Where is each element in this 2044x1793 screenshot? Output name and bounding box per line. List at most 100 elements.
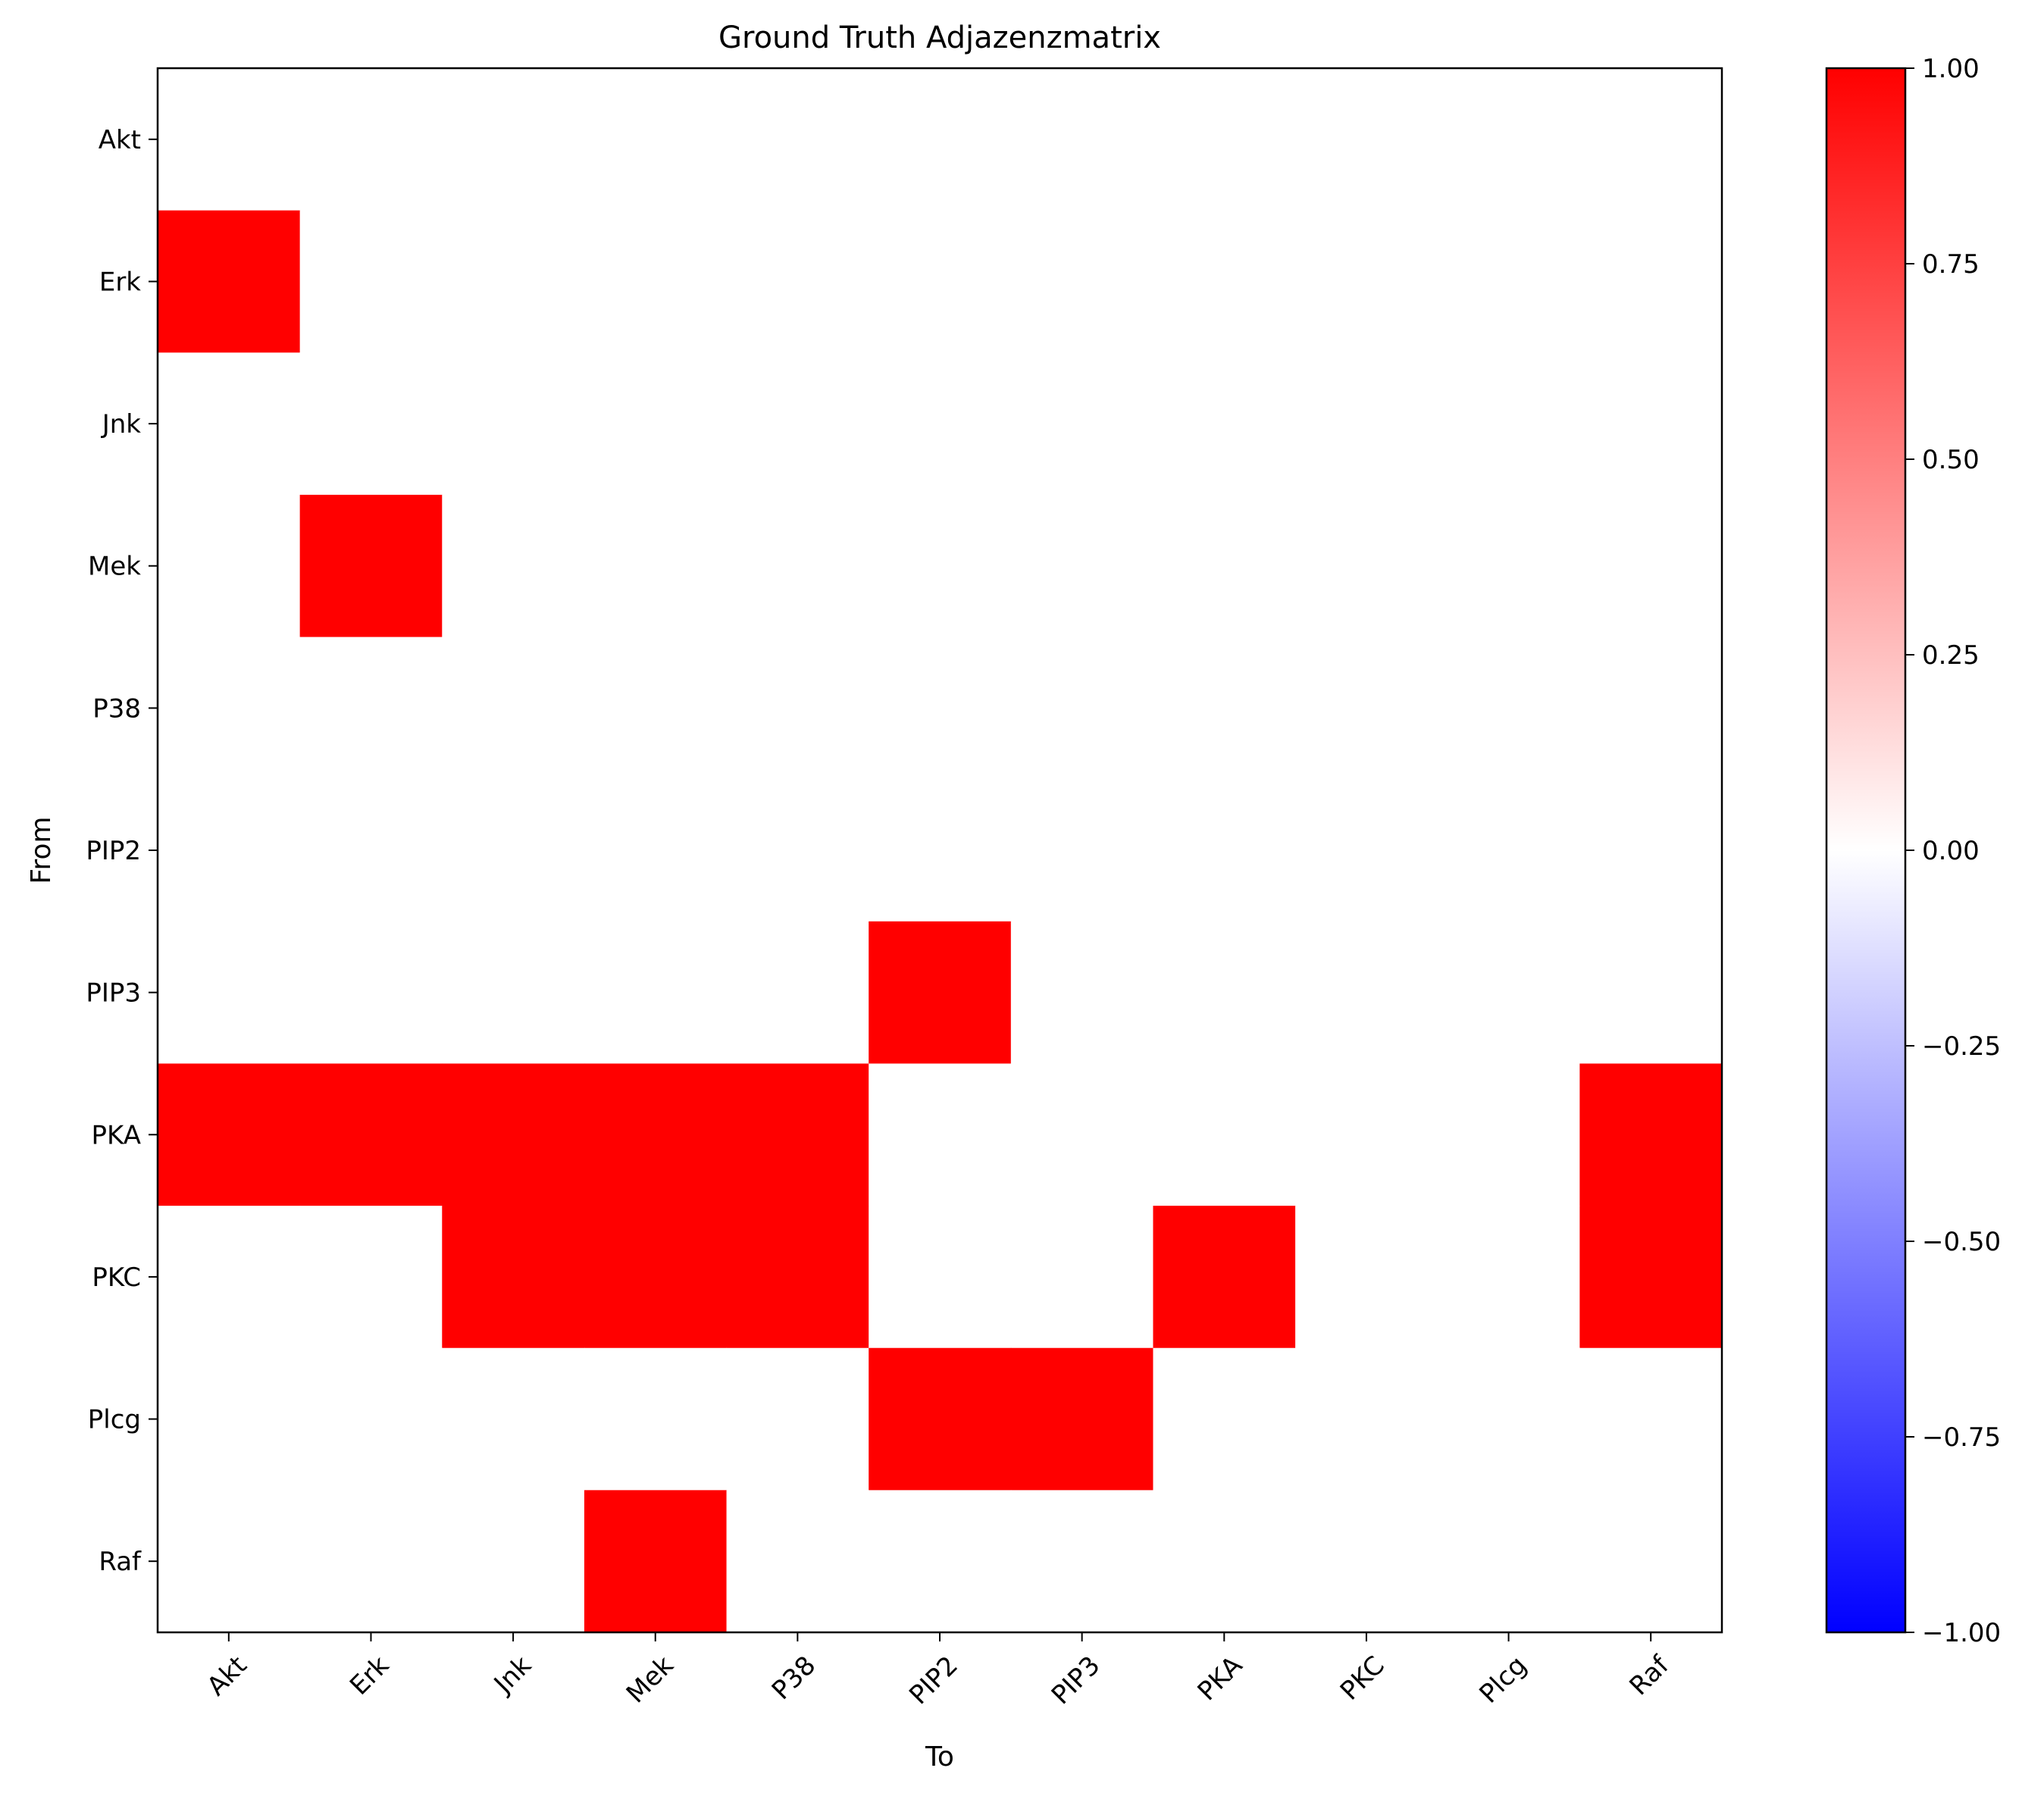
heatmap-cell-pkc-akt [158,1206,301,1349]
colorbar-tick-label: 0.25 [1922,640,1980,671]
y-tick-label: Plcg [88,1405,141,1435]
heatmap-cell-pkc-pkc [1295,1206,1438,1349]
heatmap-cell-pip2-pkc [1295,779,1438,922]
heatmap-cell-raf-pka [1153,1490,1296,1633]
heatmap-cell-p38-erk [299,637,443,780]
heatmap-cell-plcg-pka [1153,1347,1296,1491]
y-axis: Akt Erk Jnk Mek P38 PIP2 PIP3 PKA PKC Plcg Raf [86,125,158,1577]
heatmap-cell-plcg-pip2 [869,1347,1012,1491]
heatmap-cell-raf-mek [584,1490,728,1633]
heatmap-cell-akt-plcg [1437,68,1580,211]
heatmap-cell-pip3-plcg [1437,921,1580,1065]
heatmap-cell-jnk-pip2 [869,352,1012,496]
heatmap-cell-jnk-plcg [1437,352,1580,496]
heatmap-cell-plcg-mek [584,1347,728,1491]
heatmap-cell-p38-raf [1579,637,1723,780]
y-axis-label: From [26,816,57,884]
x-tick-label: PKA [1192,1651,1249,1707]
heatmap-cell-pkc-pip3 [1010,1206,1154,1349]
x-tick-label: Mek [621,1650,680,1709]
heatmap-cell-pip3-pka [1153,921,1296,1065]
x-axis-label: To [925,1741,954,1773]
heatmap-cell-p38-akt [158,637,301,780]
heatmap-cell-jnk-p38 [726,352,869,496]
heatmap-cell-pip2-erk [299,779,443,922]
heatmap-cell-akt-pip2 [869,68,1012,211]
heatmap-cell-pip2-pip3 [1010,779,1154,922]
y-tick-label: PIP2 [86,836,141,866]
heatmap-cell-jnk-jnk [442,352,585,496]
heatmap-cell-pip2-akt [158,779,301,922]
heatmap-cell-jnk-pka [1153,352,1296,496]
heatmap-cell-erk-mek [584,210,728,353]
heatmap-cell-raf-pkc [1295,1490,1438,1633]
heatmap-cell-akt-jnk [442,68,585,211]
heatmap-cell-akt-pkc [1295,68,1438,211]
heatmap-cell-pip3-raf [1579,921,1723,1065]
colorbar-tick-label: −1.00 [1922,1618,2001,1648]
heatmap-cell-p38-jnk [442,637,585,780]
heatmap-cell-plcg-jnk [442,1347,585,1491]
heatmap-cell-pka-mek [584,1063,728,1206]
heatmap-cell-erk-pip3 [1010,210,1154,353]
heatmap-cell-raf-erk [299,1490,443,1633]
heatmap-cell-pka-p38 [726,1063,869,1206]
y-tick-label: Jnk [101,409,142,440]
heatmap-cell-pkc-pip2 [869,1206,1012,1349]
heatmap-cell-pka-plcg [1437,1063,1580,1206]
heatmap-cell-p38-plcg [1437,637,1580,780]
heatmap-cell-p38-pkc [1295,637,1438,780]
heatmap-cell-pka-pip3 [1010,1063,1154,1206]
heatmap-cell-pip3-akt [158,921,301,1065]
heatmap-cell-pip3-pip2 [869,921,1012,1065]
heatmap-cell-erk-jnk [442,210,585,353]
x-tick-label: Erk [344,1650,396,1701]
heatmap-cell-pkc-erk [299,1206,443,1349]
heatmap-cell-raf-plcg [1437,1490,1580,1633]
heatmap-cell-pkc-mek [584,1206,728,1349]
heatmap-cell-jnk-pkc [1295,352,1438,496]
heatmap-cell-pkc-plcg [1437,1206,1580,1349]
colorbar-tick-label: −0.75 [1922,1422,2001,1453]
y-tick-label: Mek [88,552,141,582]
heatmap-cell-pka-erk [299,1063,443,1206]
heatmap-cell-erk-pka [1153,210,1296,353]
heatmap-cell-pip2-pka [1153,779,1296,922]
colorbar [1825,67,1907,1634]
x-tick-label: Plcg [1473,1651,1532,1710]
heatmap-cell-plcg-pip3 [1010,1347,1154,1491]
heatmap-cell-pip3-mek [584,921,728,1065]
heatmap-cell-pip3-p38 [726,921,869,1065]
heatmap-cell-pip2-jnk [442,779,585,922]
heatmap-cell-pka-pip2 [869,1063,1012,1206]
heatmap-cell-mek-plcg [1437,494,1580,638]
heatmap-cell-plcg-akt [158,1347,301,1491]
colorbar-tick-label: 1.00 [1922,54,1980,84]
heatmap-cell-raf-jnk [442,1490,585,1633]
heatmap-cell-akt-raf [1579,68,1723,211]
heatmap-cell-mek-raf [1579,494,1723,638]
heatmap-cell-jnk-erk [299,352,443,496]
heatmap-cell-raf-pip2 [869,1490,1012,1633]
heatmap-cell-pka-pka [1153,1063,1296,1206]
heatmap-cell-pip3-jnk [442,921,585,1065]
colorbar-tick-label: 0.50 [1922,445,1980,475]
heatmap-cell-mek-p38 [726,494,869,638]
heatmap-cell-erk-akt [158,210,301,353]
colorbar-tick-label: 0.75 [1922,249,1980,280]
heatmap-cell-jnk-akt [158,352,301,496]
heatmap-cell-pip2-pip2 [869,779,1012,922]
x-axis: Akt Erk Jnk Mek P38 PIP2 PIP3 PKA PKC Plcg Raf [202,1632,1676,1710]
heatmap-cell-erk-p38 [726,210,869,353]
heatmap-cell-mek-akt [158,494,301,638]
heatmap-cell-erk-pip2 [869,210,1012,353]
y-tick-label: P38 [92,693,141,724]
heatmap-cell-erk-erk [299,210,443,353]
chart-title: Ground Truth Adjazenzmatrix [718,20,1161,55]
heatmap-cell-akt-mek [584,68,728,211]
y-tick-label: Akt [99,125,141,155]
heatmap-cell-pkc-pka [1153,1206,1296,1349]
heatmap-cell-erk-plcg [1437,210,1580,353]
y-tick-label: PKC [92,1263,141,1293]
x-tick-label: PKC [1335,1651,1391,1707]
